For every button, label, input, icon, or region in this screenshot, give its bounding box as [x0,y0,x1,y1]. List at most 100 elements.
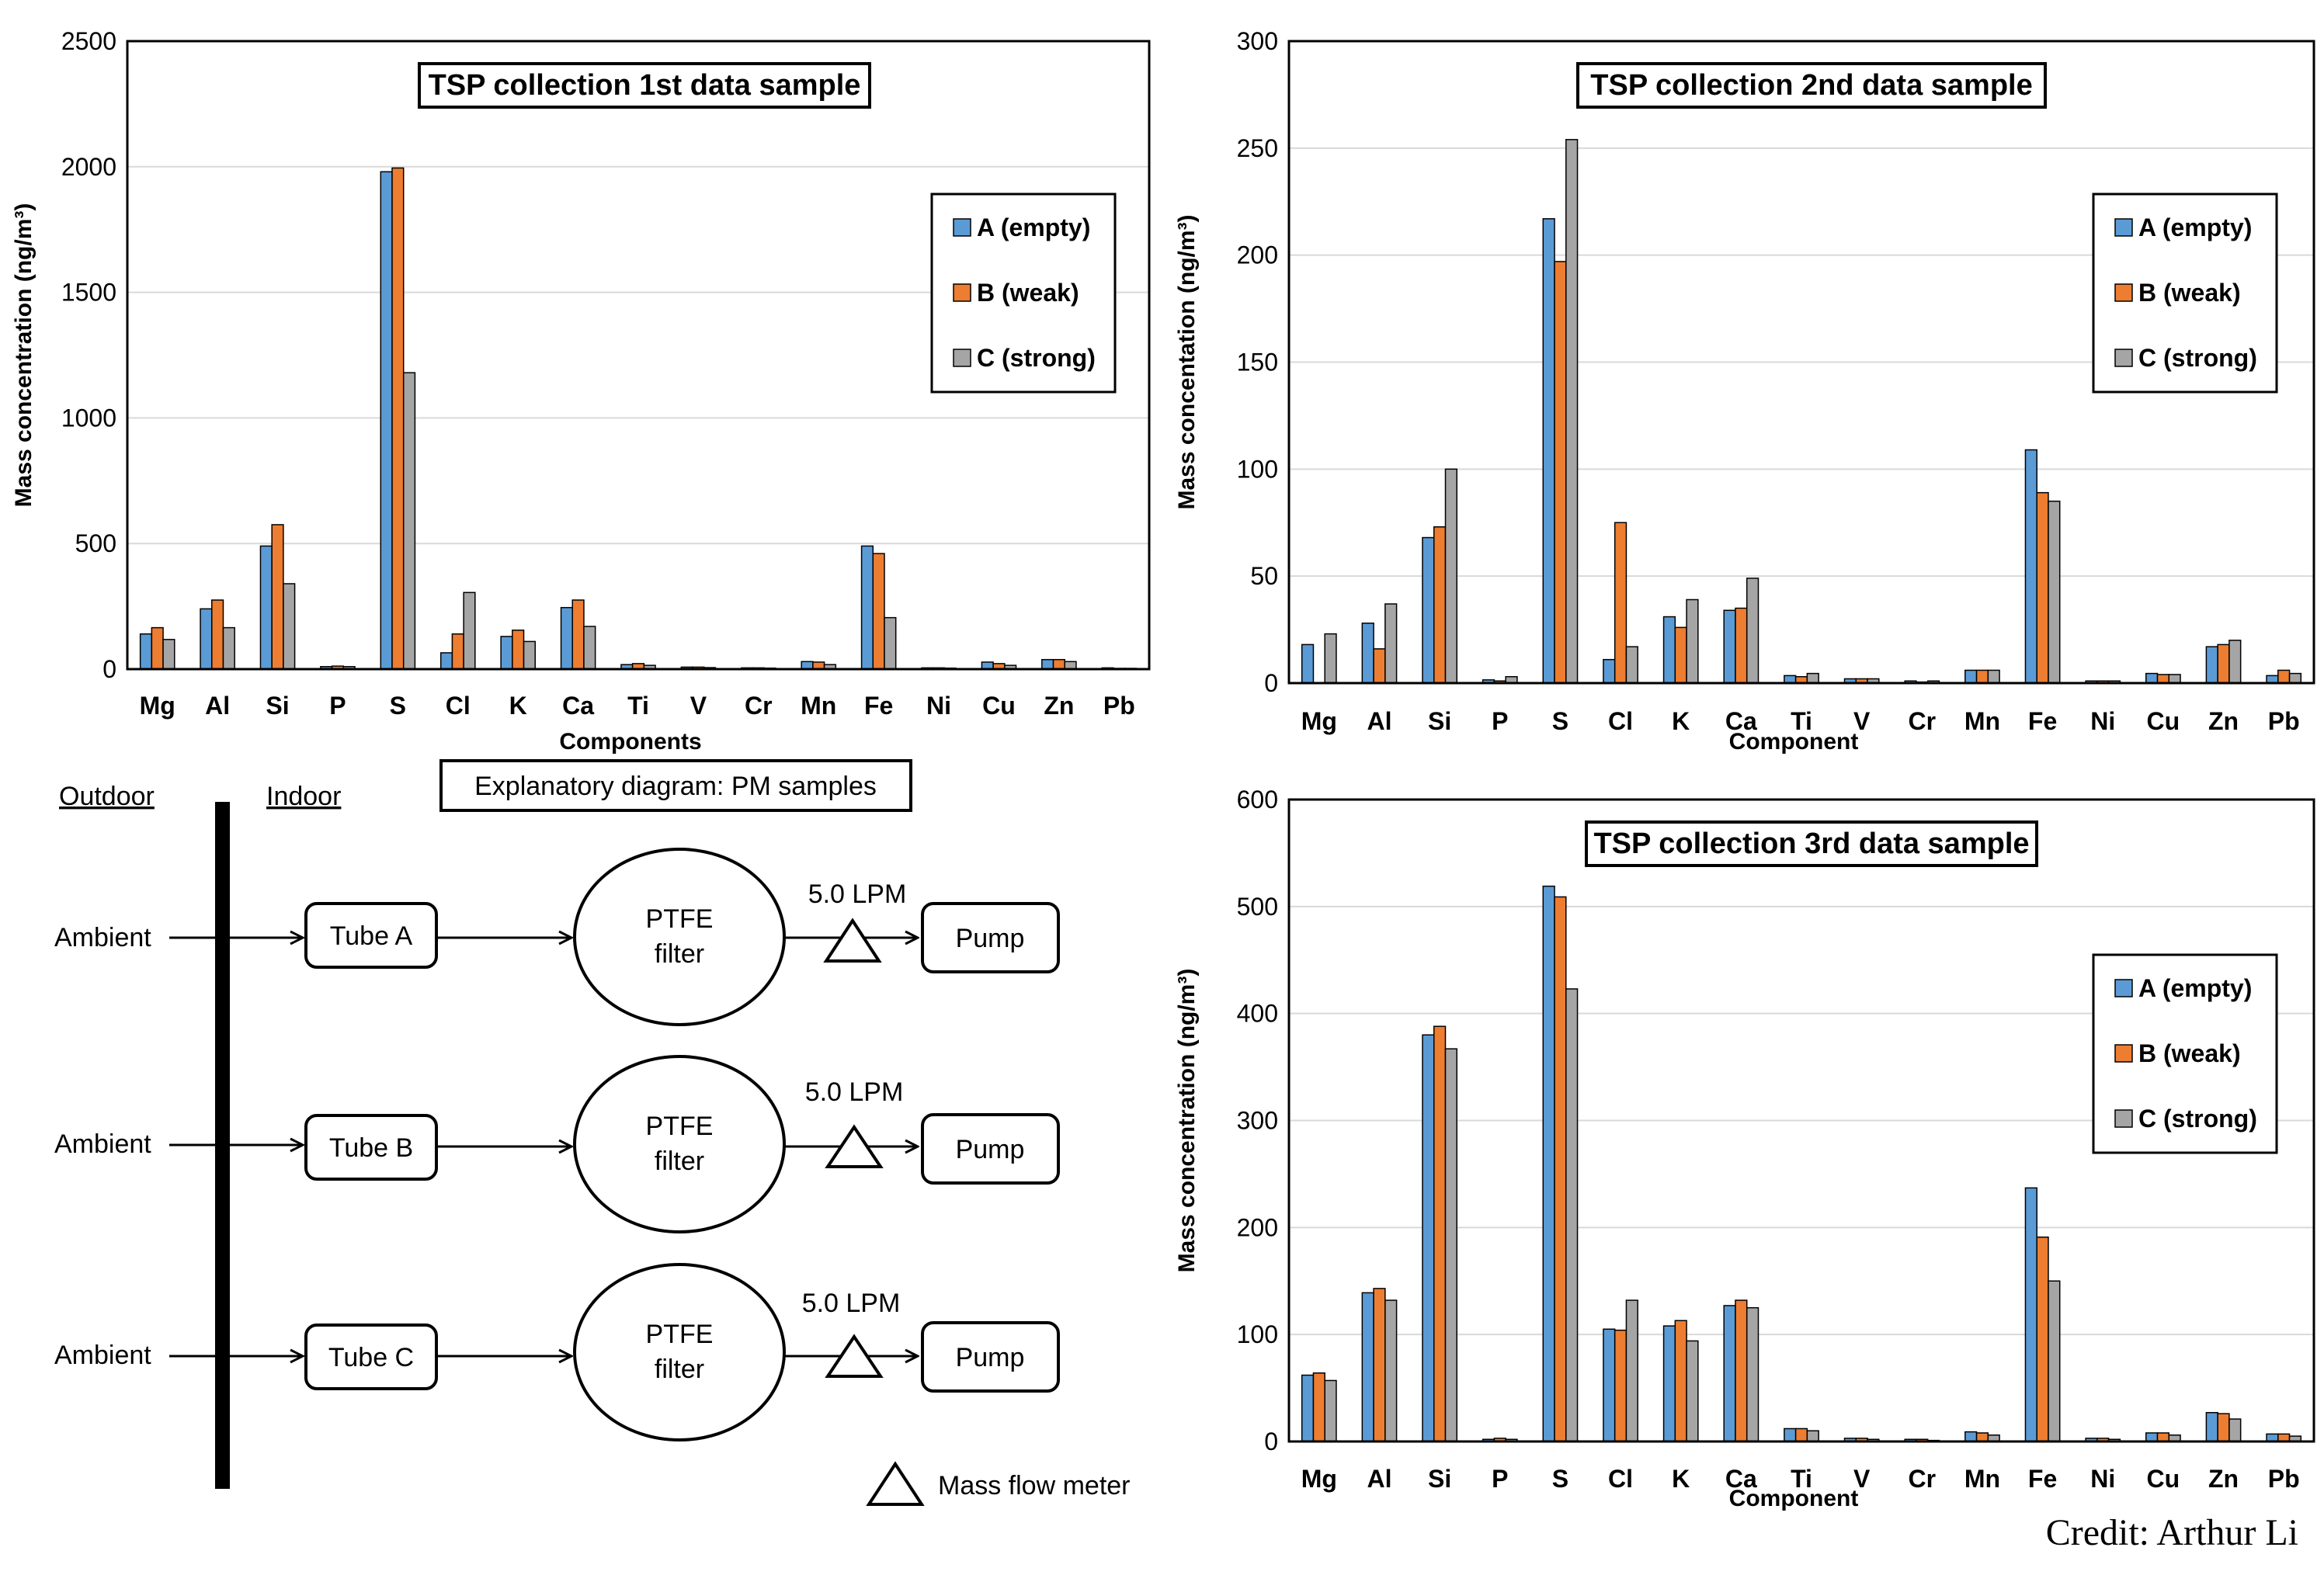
ambient-label: Ambient [54,1341,151,1370]
filter-label-line2: filter [655,939,704,969]
x-tick-label: Cu [2147,1465,2180,1493]
x-tick-label: Fe [864,692,893,720]
mass-flow-meter-icon [823,918,882,963]
x-tick-label: Al [205,692,230,720]
bar-zn-b [2217,644,2230,684]
bar-ti-c [1806,1430,1819,1442]
bar-si-b [271,524,284,670]
x-tick-label: Cr [1909,707,1937,735]
bar-al-c [1384,603,1398,684]
pump-label: Pump [956,1343,1025,1372]
bar-cl-a [1603,1328,1616,1442]
legend-swatch [953,218,971,237]
x-tick-label: S [390,692,406,720]
x-tick-label: Si [266,692,289,720]
y-tick-label: 500 [1237,893,1278,921]
legend-label: A (empty) [2138,974,2252,1002]
plot-frame [1287,798,2315,1443]
bar-cu-b [2156,674,2170,684]
bar-ca-c [1746,578,1760,684]
y-tick-label: 300 [1237,27,1278,55]
explanatory-diagram: Explanatory diagram: PM samples Outdoor … [54,759,1131,1506]
bar-ca-c [583,626,596,670]
x-tick-label: K [1672,707,1690,735]
y-axis-label: Mass concentration (ng/m³) [11,203,36,508]
bar-mn-c [1987,669,2000,684]
bar-mg-a [1301,644,1315,684]
mass-flow-meter-legend-label: Mass flow meter [938,1471,1131,1500]
bar-ca-a [560,606,573,670]
chart-title: TSP collection 3rd data sample [1593,827,2029,860]
x-tick-label: Mg [140,692,175,720]
bar-ti-b [1794,1428,1808,1442]
bar-k-a [1662,1325,1676,1442]
bar-ca-a [1723,1305,1736,1442]
bar-k-c [523,640,536,670]
bar-s-b [1554,896,1567,1442]
bar-zn-b [1052,658,1065,670]
diagram-row-c: Ambient Tube C PTFE filter 5.0 LPM Pump [54,1263,1060,1441]
x-tick-label: Al [1367,707,1391,735]
x-tick-label: P [1492,1465,1508,1493]
ptfe-filter [573,848,786,1026]
mass-flow-meter-icon [825,1124,884,1168]
legend-label: C (strong) [2138,1105,2257,1133]
mass-flow-meter-icon [825,1334,884,1378]
mass-flow-meter-legend-icon [866,1461,925,1506]
x-tick-label: Fe [2028,707,2057,735]
bar-si-a [1422,1034,1435,1442]
bar-cl-c [1625,646,1638,684]
ptfe-filter [573,1055,786,1233]
tube-box [304,902,438,969]
pump-label: Pump [956,1135,1025,1164]
bar-fe-c [2048,500,2061,684]
y-tick-label: 1000 [61,404,116,432]
bar-al-b [1373,1288,1386,1442]
bar-ca-b [1735,1299,1748,1442]
bar-fe-b [2036,1236,2049,1442]
bar-s-a [1542,218,1555,684]
x-tick-label: V [690,692,707,720]
legend-label: A (empty) [977,213,1090,241]
x-tick-label: Ca [562,692,594,720]
x-tick-label: P [329,692,346,720]
filter-label-line1: PTFE [646,1112,714,1141]
bar-cu-a [2145,672,2159,684]
bar-al-c [222,626,235,670]
bar-k-b [1674,1320,1687,1442]
flow-rate-label: 5.0 LPM [808,879,907,909]
chart-title: TSP collection 2nd data sample [1590,69,2032,102]
y-tick-label: 200 [1237,241,1278,269]
bar-k-c [1686,1340,1699,1442]
indoor-label: Indoor [266,782,341,811]
legend-swatch [2114,1044,2133,1063]
x-tick-label: V [1853,1465,1871,1493]
x-tick-label: Cu [982,692,1016,720]
y-tick-label: 100 [1237,1320,1278,1348]
chart-title: TSP collection 1st data sample [429,69,861,102]
outdoor-label: Outdoor [59,782,155,811]
bar-si-a [1422,536,1435,684]
bar-al-a [1361,1292,1374,1442]
bar-ti-a [1784,1428,1797,1442]
bar-cl-c [1625,1299,1638,1442]
bar-mn-a [1964,669,1978,684]
diagram-title-box [439,759,912,812]
x-tick-label: Mg [1301,1465,1337,1493]
bar-fe-c [884,616,897,670]
bar-ca-b [571,599,585,670]
x-tick-label: Ca [1725,1465,1757,1493]
y-tick-label: 0 [1264,1428,1278,1455]
x-tick-label: Mn [1964,707,2000,735]
y-tick-label: 600 [1237,786,1278,814]
chart-1st-sample: 0 500 1000 1500 2000 2500 Mg Al Si P S Cl K Ca Ti V Cr Mn… [11,27,1151,755]
bar-cl-b [451,633,464,670]
filter-label-line2: filter [655,1355,704,1384]
legend-swatch [2114,283,2133,302]
x-tick-label: Ni [2090,1465,2115,1493]
bar-mg-c [162,639,175,670]
bar-s-c [402,372,416,670]
bar-si-c [283,583,296,670]
y-tick-label: 250 [1237,134,1278,162]
x-tick-label: K [509,692,527,720]
